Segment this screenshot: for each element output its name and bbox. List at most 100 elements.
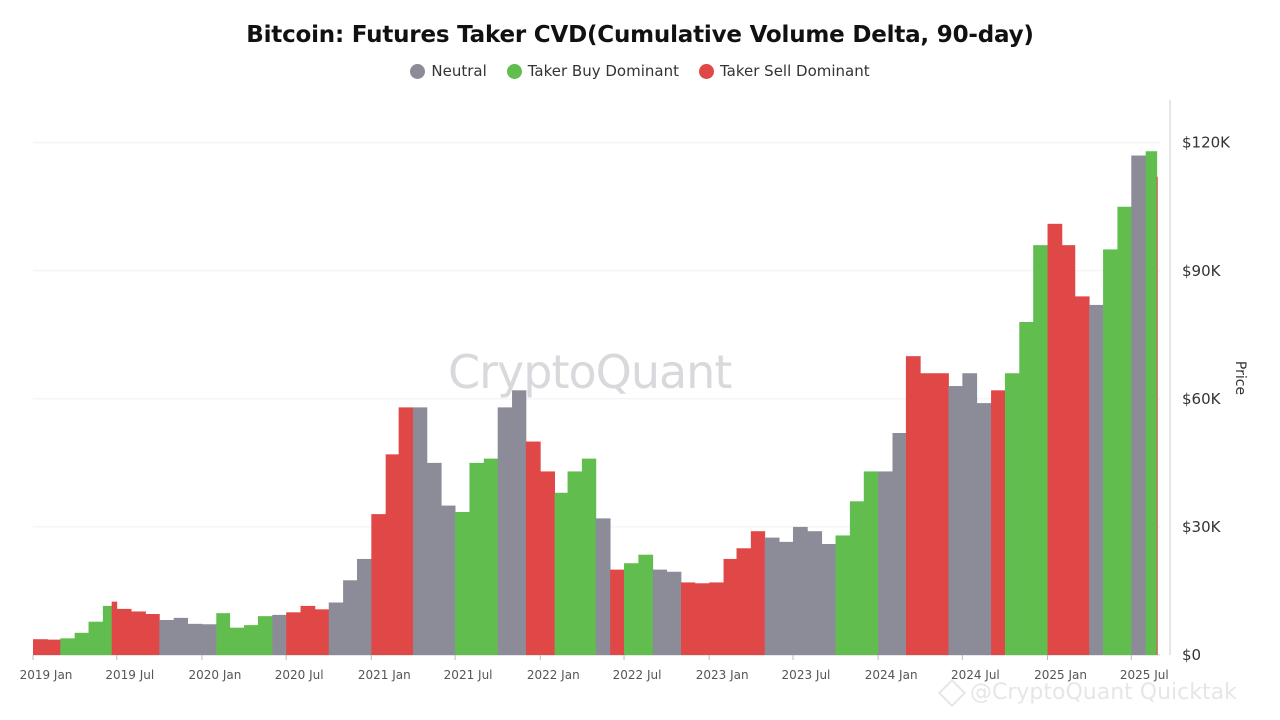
y-axis: $0 $30K $60K $90K $120K	[1169, 100, 1231, 664]
bar	[525, 441, 541, 655]
legend-dot-taker-sell	[698, 63, 714, 79]
legend-item-taker-buy[interactable]: Taker Buy Dominant	[506, 62, 679, 80]
bar	[567, 471, 583, 655]
bar	[962, 373, 978, 655]
bar	[286, 612, 301, 655]
bar	[272, 614, 287, 655]
bar	[1047, 223, 1063, 656]
bar	[216, 613, 231, 655]
x-tick-label: 2023 Jul	[782, 668, 831, 682]
bar	[1004, 373, 1020, 655]
bar	[750, 531, 766, 655]
bar	[1033, 245, 1048, 655]
x-tick-label: 2023 Jan	[696, 668, 749, 682]
bar	[540, 471, 556, 655]
y-tick-label: $30K	[1182, 518, 1222, 536]
bar	[314, 609, 330, 655]
footer-brand-text: @CryptoQuant Quicktak	[970, 680, 1237, 705]
legend: Neutral Taker Buy Dominant Taker Sell Do…	[0, 62, 1280, 80]
chart-title: Bitcoin: Futures Taker CVD(Cumulative Vo…	[246, 22, 1034, 48]
bar	[1074, 296, 1090, 655]
bar	[709, 582, 724, 655]
y-tick-label: $0	[1182, 646, 1201, 664]
bar	[229, 627, 245, 655]
bar	[610, 569, 625, 655]
watermark: CryptoQuant	[448, 345, 732, 399]
bar	[33, 639, 48, 655]
bar	[512, 390, 527, 655]
bar	[694, 583, 710, 655]
legend-label-neutral: Neutral	[431, 62, 487, 80]
bars	[33, 151, 1158, 656]
footer-brand: @CryptoQuant Quicktak	[937, 678, 1237, 708]
bar	[441, 505, 456, 655]
bar	[356, 558, 372, 655]
bar	[736, 548, 752, 655]
bar	[976, 403, 992, 655]
bar	[905, 356, 921, 655]
bar	[991, 390, 1006, 655]
bar	[680, 582, 696, 655]
y-tick-label: $120K	[1182, 134, 1231, 152]
bar	[835, 535, 851, 655]
bar	[201, 624, 217, 655]
bar	[159, 619, 175, 655]
bar	[779, 541, 794, 655]
bar	[300, 605, 316, 655]
bar	[343, 580, 358, 655]
bar	[1019, 322, 1034, 655]
bar	[145, 614, 160, 655]
bar	[173, 617, 188, 655]
bar	[554, 492, 568, 655]
bar	[385, 454, 400, 655]
bar	[1089, 304, 1104, 655]
x-axis: 2019 Jan 2019 Jul 2020 Jan 2020 Jul 2021 Jan…	[20, 655, 1169, 682]
bar	[455, 511, 470, 655]
x-tick-label: 2022 Jul	[613, 668, 662, 682]
x-tick-label: 2022 Jan	[527, 668, 580, 682]
bar	[426, 462, 442, 655]
bar	[764, 537, 780, 655]
bar	[1061, 245, 1076, 655]
legend-dot-neutral	[410, 63, 426, 79]
legend-label-taker-buy: Taker Buy Dominant	[527, 62, 679, 80]
bar	[187, 623, 203, 655]
bar	[595, 518, 611, 655]
x-tick-label: 2024 Jan	[865, 668, 918, 682]
bar	[948, 386, 963, 655]
x-tick-label: 2021 Jul	[444, 668, 493, 682]
bar	[581, 458, 597, 655]
bar	[47, 639, 61, 655]
bar	[920, 373, 935, 655]
x-tick-label: 2019 Jul	[105, 668, 154, 682]
bar	[878, 471, 893, 655]
legend-item-neutral[interactable]: Neutral	[410, 62, 487, 80]
bar	[412, 407, 428, 655]
bar	[863, 471, 879, 655]
bar	[88, 621, 104, 655]
bar	[371, 514, 387, 655]
bar	[1117, 206, 1132, 655]
bar	[1145, 151, 1158, 655]
bar	[821, 544, 836, 655]
x-tick-label: 2025 Jan	[1034, 668, 1087, 682]
bar	[102, 605, 113, 655]
bar	[469, 462, 485, 655]
bar	[244, 625, 259, 655]
bar	[652, 569, 668, 655]
x-tick-label: 2021 Jan	[358, 668, 411, 682]
bar	[934, 373, 949, 655]
legend-dot-taker-buy	[506, 63, 522, 79]
bar	[1156, 176, 1158, 655]
brand-logo-icon	[937, 678, 967, 708]
x-tick-label: 2020 Jan	[189, 668, 242, 682]
x-tick-label: 2024 Jul	[951, 668, 1000, 682]
y-tick-label: $90K	[1182, 262, 1222, 280]
bar	[807, 531, 823, 655]
y-tick-label: $60K	[1182, 390, 1222, 408]
bar	[257, 616, 273, 655]
x-tick-label: 2020 Jul	[275, 668, 324, 682]
legend-item-taker-sell[interactable]: Taker Sell Dominant	[698, 62, 870, 80]
bar	[74, 632, 89, 655]
